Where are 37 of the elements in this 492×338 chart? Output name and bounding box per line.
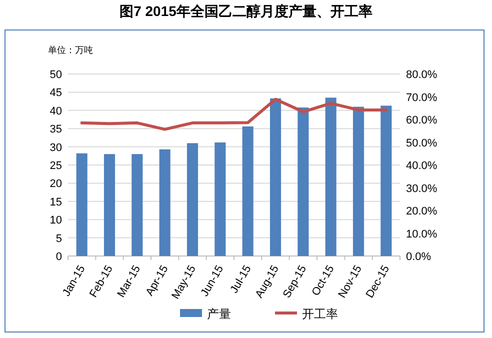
bar [186, 143, 198, 256]
y2-tick-label: 60.0% [406, 114, 438, 126]
y2-tick-label: 80.0% [406, 69, 438, 81]
bar [298, 107, 309, 256]
y-tick-label: 15 [50, 196, 62, 208]
y-tick-label: 45 [50, 87, 62, 100]
y-tick-label: 35 [50, 124, 62, 136]
y2-tick-label: 40.0% [406, 160, 438, 172]
bar [352, 106, 364, 256]
y-tick-label: 0 [56, 251, 62, 263]
bar [76, 153, 88, 256]
legend-label: 产量 [207, 307, 231, 321]
bar [270, 98, 282, 256]
y-tick-label: 10 [50, 214, 62, 227]
y-tick-label: 40 [50, 105, 62, 118]
bar [325, 98, 336, 256]
chart-title: 图7 2015年全国乙二醇月度产量、开工率 [120, 3, 372, 19]
bar [242, 126, 254, 256]
y-tick-label: 5 [56, 232, 62, 245]
bar [104, 154, 116, 256]
bar [380, 106, 392, 256]
text: 单位：万吨 [48, 45, 93, 55]
y2-tick-label: 30.0% [406, 182, 438, 195]
y2-tick-label: 0.0% [406, 251, 432, 263]
bar [214, 142, 226, 256]
y2-tick-label: 50.0% [406, 137, 438, 150]
y2-tick-label: 20.0% [406, 206, 438, 218]
y-tick-label: 20 [50, 178, 62, 190]
y2-tick-label: 10.0% [406, 228, 438, 240]
bar [132, 154, 143, 256]
bar [159, 149, 170, 256]
y-tick-label: 50 [50, 69, 62, 81]
line-series [80, 98, 388, 131]
legend-label: 开工率 [302, 307, 338, 321]
y2-tick-label: 70.0% [406, 92, 438, 104]
y-tick-label: 30 [50, 142, 62, 154]
y-tick-label: 25 [50, 160, 62, 172]
